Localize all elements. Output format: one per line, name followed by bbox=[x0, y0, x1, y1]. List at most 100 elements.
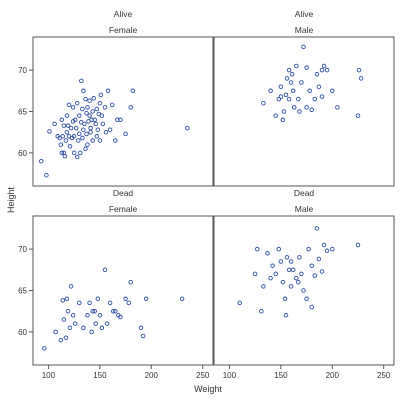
data-point bbox=[356, 67, 362, 73]
data-point bbox=[93, 321, 98, 326]
data-point bbox=[115, 117, 120, 123]
data-point bbox=[299, 271, 304, 277]
data-point bbox=[324, 67, 330, 73]
data-point bbox=[265, 251, 270, 256]
data-point bbox=[88, 129, 93, 135]
data-point bbox=[309, 263, 314, 268]
data-point bbox=[92, 308, 97, 314]
data-point bbox=[312, 96, 318, 102]
data-point bbox=[97, 313, 103, 318]
data-point bbox=[126, 300, 131, 306]
panel-headers: Alive Female Alive Male Dead Female Dead… bbox=[109, 9, 315, 214]
data-point bbox=[61, 317, 67, 322]
header-row1-col-male: Male bbox=[295, 25, 314, 35]
data-point bbox=[330, 88, 335, 94]
data-point bbox=[143, 296, 149, 302]
data-point bbox=[58, 142, 64, 147]
data-point bbox=[77, 300, 82, 306]
data-point bbox=[64, 129, 70, 135]
data-point bbox=[65, 123, 71, 128]
data-point bbox=[294, 275, 299, 281]
data-point bbox=[278, 84, 284, 89]
panel-frame bbox=[32, 215, 214, 366]
data-point bbox=[87, 113, 92, 118]
data-point bbox=[74, 154, 80, 160]
data-point bbox=[91, 96, 96, 101]
panel-frame bbox=[213, 215, 395, 366]
data-point bbox=[84, 110, 89, 116]
data-point bbox=[252, 271, 258, 277]
data-point bbox=[71, 134, 77, 139]
data-point bbox=[261, 100, 266, 106]
data-point bbox=[60, 134, 66, 139]
data-point bbox=[268, 88, 273, 94]
data-point bbox=[81, 127, 86, 132]
data-point bbox=[301, 44, 306, 50]
data-point bbox=[66, 102, 72, 108]
y-axis-label: Height bbox=[6, 186, 16, 213]
data-point bbox=[107, 127, 113, 132]
data-point bbox=[355, 113, 361, 118]
data-point bbox=[68, 284, 74, 289]
data-point bbox=[261, 284, 266, 289]
data-point bbox=[64, 113, 70, 118]
data-point bbox=[288, 80, 294, 85]
data-point bbox=[109, 102, 115, 108]
x-tick-label: 100 bbox=[223, 371, 237, 380]
x-tick-label: 250 bbox=[377, 371, 391, 380]
data-point bbox=[259, 308, 264, 314]
data-point bbox=[280, 279, 286, 285]
data-point bbox=[304, 105, 309, 110]
data-point bbox=[307, 88, 312, 94]
data-point bbox=[314, 226, 320, 231]
data-point bbox=[355, 242, 361, 248]
data-point bbox=[73, 125, 79, 131]
data-point bbox=[74, 100, 80, 106]
data-point bbox=[90, 109, 95, 114]
y-tick-label: 60 bbox=[18, 328, 27, 337]
data-point bbox=[87, 300, 92, 306]
data-point bbox=[278, 259, 284, 264]
data-point bbox=[89, 329, 94, 335]
data-point bbox=[140, 333, 146, 339]
data-point bbox=[87, 98, 92, 103]
data-point bbox=[281, 109, 287, 114]
data-point bbox=[105, 88, 111, 94]
data-point bbox=[85, 142, 90, 147]
data-point bbox=[63, 335, 69, 340]
data-point bbox=[44, 172, 49, 178]
data-point bbox=[123, 131, 128, 137]
data-point bbox=[319, 269, 325, 274]
data-point bbox=[289, 72, 295, 77]
data-point bbox=[309, 304, 314, 310]
data-point bbox=[61, 123, 67, 128]
header-row1-col-female: Female bbox=[109, 25, 138, 35]
data-point bbox=[254, 246, 260, 252]
data-point bbox=[98, 92, 104, 98]
panels bbox=[32, 36, 395, 366]
data-point bbox=[72, 321, 78, 326]
data-point bbox=[67, 325, 73, 331]
header-row2-col-male: Male bbox=[295, 204, 314, 214]
data-point bbox=[53, 329, 58, 335]
data-point bbox=[97, 138, 103, 143]
data-point bbox=[103, 129, 109, 135]
scatter-panel-1 bbox=[32, 36, 214, 187]
data-point bbox=[286, 96, 292, 102]
data-point bbox=[283, 92, 289, 98]
data-point bbox=[59, 117, 65, 123]
header-row2-label: Dead bbox=[113, 188, 134, 198]
panel-frame bbox=[32, 36, 214, 187]
data-point bbox=[71, 150, 77, 156]
data-point bbox=[335, 105, 340, 110]
data-point bbox=[297, 255, 302, 260]
data-point bbox=[130, 88, 136, 94]
data-point bbox=[102, 105, 108, 110]
data-point bbox=[81, 88, 86, 94]
data-point bbox=[72, 117, 78, 123]
data-point bbox=[301, 288, 306, 293]
data-point bbox=[330, 246, 335, 252]
data-point bbox=[286, 67, 292, 73]
data-point bbox=[316, 84, 322, 89]
data-point bbox=[118, 117, 123, 123]
